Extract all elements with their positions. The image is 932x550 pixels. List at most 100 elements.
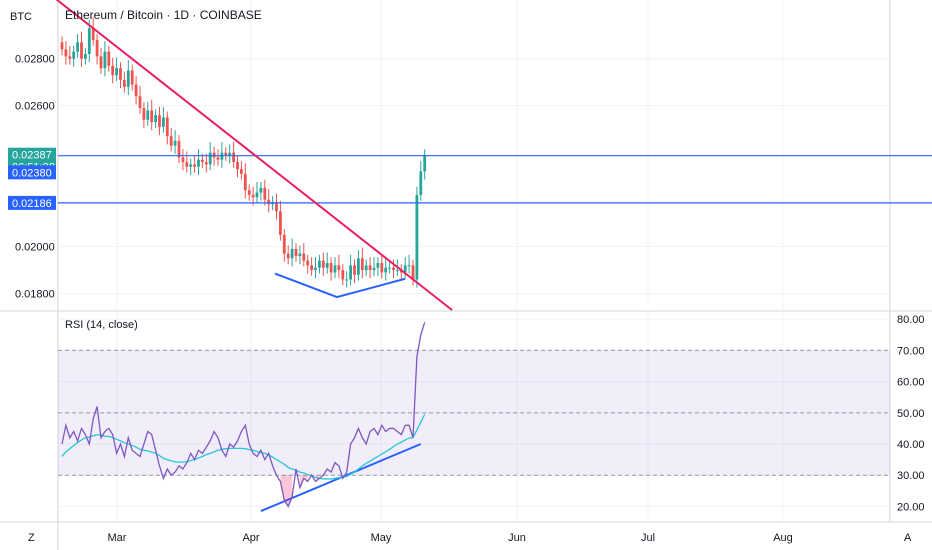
candle-body — [154, 115, 157, 123]
candle-body — [403, 265, 407, 273]
candle-body — [247, 190, 251, 195]
candle-body — [126, 70, 130, 87]
candle-body — [87, 28, 91, 55]
candle-body — [138, 96, 142, 109]
month-tick-label: Mar — [108, 532, 127, 544]
candle-body — [396, 270, 399, 272]
rsi-series — [61, 322, 426, 508]
candle-body — [302, 253, 306, 261]
price-tick-label: 0.02600 — [15, 101, 55, 113]
currency-label: BTC — [10, 11, 32, 23]
month-tick-label: Apr — [242, 532, 259, 544]
candle-body — [240, 169, 243, 174]
candle-body — [68, 56, 72, 59]
rsi-tick-label: 60.00 — [897, 377, 925, 389]
candle-body — [314, 267, 317, 271]
candle-body — [142, 108, 146, 120]
candle-body — [372, 267, 376, 271]
auto-scale-button[interactable]: A — [904, 532, 912, 544]
candle-body — [150, 110, 154, 123]
candle-body — [259, 187, 263, 193]
month-tick-label: Aug — [773, 532, 793, 544]
candle-body — [325, 263, 329, 268]
price-support-line — [274, 272, 406, 299]
horizontal-price-lines[interactable] — [58, 155, 932, 204]
price-label-text: 0.02380 — [12, 167, 52, 179]
candle-body — [162, 117, 165, 127]
candle-body — [64, 49, 68, 57]
month-tick-label: May — [371, 532, 392, 544]
rsi-ma-line — [61, 414, 426, 480]
price-label-box — [8, 165, 56, 180]
candle-body — [115, 68, 118, 76]
candle-body — [165, 117, 169, 137]
candle-body — [123, 79, 126, 87]
candle-body — [72, 51, 76, 59]
candle-body — [329, 263, 333, 273]
candle-body — [60, 42, 64, 50]
rsi-oversold-fill — [280, 475, 293, 507]
candle-body — [294, 248, 298, 256]
price-label-text: 0.02387 — [12, 150, 52, 162]
candle-body — [84, 54, 87, 59]
candle-body — [368, 265, 372, 271]
rsi-tick-label: 20.00 — [897, 501, 925, 513]
candle-body — [181, 157, 185, 163]
candle-body — [384, 267, 388, 273]
candle-body — [267, 199, 271, 205]
candle-body — [333, 265, 337, 273]
candle-body — [345, 279, 349, 281]
candlestick-series — [60, 17, 427, 288]
candle-body — [236, 162, 239, 170]
candle-body — [197, 159, 200, 167]
candle-body — [169, 136, 173, 146]
candle-body — [380, 263, 384, 273]
candle-body — [201, 159, 204, 163]
candle-body — [407, 265, 411, 267]
rsi-tick-label: 80.00 — [897, 314, 925, 326]
price-label-box — [8, 195, 56, 210]
month-tick-label: Jun — [508, 532, 526, 544]
candle-body — [130, 70, 134, 85]
candle-body — [388, 267, 391, 269]
candle-body — [103, 51, 107, 69]
candle-body — [279, 211, 282, 235]
rsi-band — [58, 349, 890, 476]
candle-body — [216, 157, 220, 160]
candle-body — [243, 173, 247, 191]
candle-body — [282, 234, 286, 254]
rsi-tick-label: 50.00 — [897, 408, 925, 420]
candle-body — [337, 265, 341, 271]
candle-body — [173, 140, 177, 146]
candle-body — [158, 115, 161, 127]
candle-body — [263, 187, 267, 200]
candle-body — [212, 152, 216, 158]
candle-body — [232, 152, 235, 163]
candle-body — [251, 194, 255, 198]
candle-body — [364, 265, 368, 271]
candle-body — [146, 110, 150, 120]
candle-body — [310, 265, 313, 271]
candle-body — [321, 260, 325, 268]
candle-body — [208, 152, 212, 165]
price-tick-label: 0.01800 — [15, 289, 55, 301]
candle-body — [177, 140, 181, 158]
rsi-tick-label: 70.00 — [897, 345, 925, 357]
candle-body — [318, 260, 321, 268]
rsi-title: RSI (14, close) — [65, 319, 138, 331]
chart-title: Ethereum / Bitcoin · 1D · COINBASE — [65, 8, 262, 22]
price-tick-label: 0.02000 — [15, 242, 55, 254]
axis-labels: 0.02800 0.02600 0.02000 0.01800 80.00 70.00 60… — [15, 54, 925, 544]
candle-body — [357, 258, 360, 275]
candle-body — [111, 65, 115, 76]
rsi-line — [61, 322, 426, 508]
candle-body — [189, 164, 193, 167]
candle-body — [119, 68, 122, 80]
downtrend-line — [55, 0, 453, 311]
scale-button-z[interactable]: Z — [28, 532, 35, 544]
